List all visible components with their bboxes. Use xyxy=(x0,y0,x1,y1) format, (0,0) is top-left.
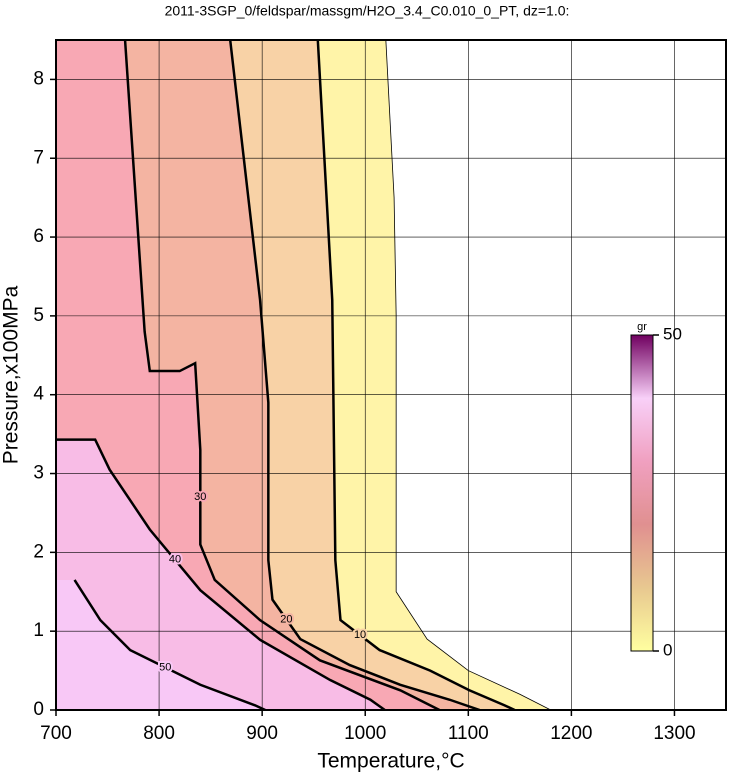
colorbar-label: gr xyxy=(637,321,647,333)
x-axis-label: Temperature,°C xyxy=(317,750,464,773)
x-tick-label: 1100 xyxy=(448,723,489,744)
contour-label: 40 xyxy=(169,554,181,566)
contour-label: 10 xyxy=(354,629,366,641)
contour-fill xyxy=(56,579,266,710)
contour-lines: 10 20 30 40 50 xyxy=(56,40,551,710)
y-axis-label: Pressure,x100MPa xyxy=(0,285,23,464)
contour-label: 50 xyxy=(159,661,171,673)
x-tick-label: 1000 xyxy=(344,723,386,744)
colorbar-tick-label: 50 xyxy=(663,324,682,343)
x-tick-label: 700 xyxy=(40,723,72,744)
y-tick-label: 6 xyxy=(33,226,44,247)
y-tick-label: 3 xyxy=(33,463,44,484)
x-tick-label: 800 xyxy=(143,723,175,744)
colorbar-tick-label: 0 xyxy=(663,640,672,659)
contour-label: 20 xyxy=(280,613,292,625)
contour-line xyxy=(56,438,386,710)
fills xyxy=(56,40,551,710)
colorbar-scale xyxy=(630,334,654,652)
y-tick-label: 5 xyxy=(33,305,44,326)
y-tick-label: 7 xyxy=(33,147,44,168)
contour-line xyxy=(73,579,266,710)
contour-line xyxy=(316,40,516,710)
contour-line xyxy=(123,40,441,710)
plot-frame xyxy=(55,39,727,711)
y-tick-label: 2 xyxy=(33,541,44,562)
y-tick-label: 4 xyxy=(33,384,44,405)
contour-line xyxy=(228,40,481,710)
colorbar: gr 0 50 xyxy=(630,321,682,659)
y-tick-label: 1 xyxy=(33,620,44,641)
contour-fill xyxy=(56,439,385,710)
x-tick-label: 1200 xyxy=(550,723,592,744)
axes: 700 800 900 1000 1100 1200 1300 0 1 2 3 4 5 6 7 8 xyxy=(33,68,695,744)
y-tick-label: 0 xyxy=(33,699,44,720)
contour-label: 30 xyxy=(194,491,206,503)
contour-line xyxy=(385,40,551,710)
chart-title: 2011-3SGP_0/feldspar/massgm/H2O_3.4_C0.0… xyxy=(165,3,570,19)
x-tick-label: 900 xyxy=(246,723,278,744)
y-tick-label: 8 xyxy=(33,68,44,89)
x-tick-label: 1300 xyxy=(653,723,695,744)
